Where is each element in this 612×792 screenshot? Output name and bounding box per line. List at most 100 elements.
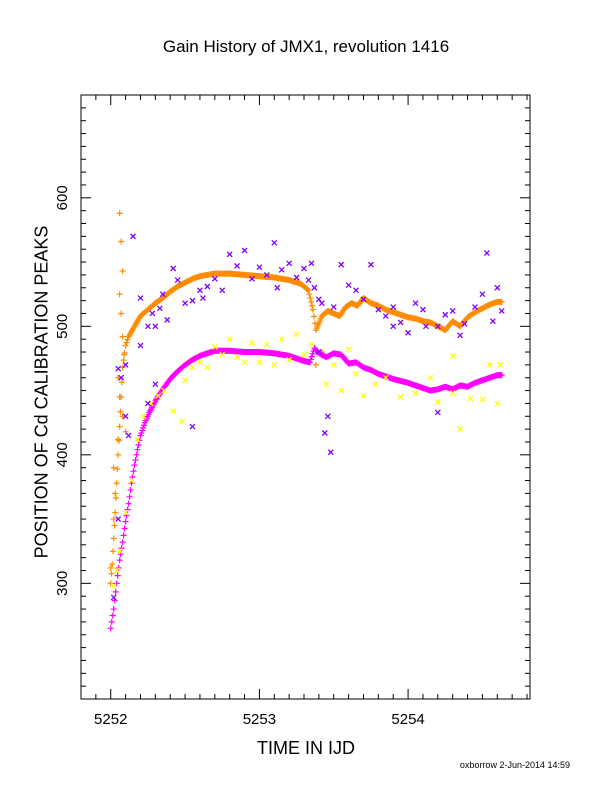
data-point — [144, 400, 151, 407]
data-point — [131, 462, 138, 469]
data-point — [204, 283, 211, 290]
y-tick-label: 500 — [54, 314, 71, 339]
data-point — [293, 331, 300, 337]
data-point — [315, 349, 322, 355]
data-point — [182, 377, 189, 384]
data-point — [311, 284, 318, 291]
data-point — [124, 336, 131, 343]
data-point — [353, 370, 360, 377]
data-point — [115, 436, 122, 443]
data-point — [110, 535, 117, 542]
data-point — [278, 336, 285, 343]
data-point — [427, 374, 434, 381]
data-point — [308, 298, 315, 305]
data-point — [397, 394, 404, 400]
x-tick-label: 5252 — [94, 711, 127, 728]
data-point — [271, 239, 278, 246]
data-point — [311, 320, 318, 327]
x-tick-label: 5254 — [391, 711, 424, 728]
data-point — [249, 275, 255, 282]
data-point — [301, 351, 307, 358]
data-point — [434, 323, 441, 330]
y-tick-label: 600 — [54, 185, 71, 210]
data-point — [345, 346, 352, 353]
data-point — [479, 291, 486, 298]
data-point — [115, 365, 122, 372]
data-point — [286, 356, 293, 363]
data-point — [112, 588, 119, 595]
data-point — [109, 561, 116, 568]
data-point — [114, 572, 121, 579]
data-point — [115, 451, 122, 458]
data-point — [309, 350, 316, 357]
data-point — [133, 451, 140, 458]
data-point — [122, 361, 129, 368]
data-point — [196, 359, 203, 366]
data-point — [211, 275, 218, 282]
data-point — [107, 564, 114, 571]
plot-frame — [80, 94, 531, 700]
data-point — [174, 277, 181, 284]
data-point — [241, 359, 248, 366]
data-point — [124, 506, 131, 513]
data-point — [199, 295, 206, 302]
data-point — [382, 313, 389, 319]
data-point — [196, 287, 203, 294]
data-point — [126, 493, 133, 500]
data-point — [122, 413, 129, 420]
data-point — [309, 306, 316, 313]
data-point — [115, 516, 122, 523]
data-point — [360, 392, 367, 399]
data-point — [119, 333, 126, 340]
data-point — [412, 300, 419, 307]
data-point — [372, 381, 379, 388]
data-point — [135, 441, 142, 448]
data-point — [306, 359, 313, 366]
data-point — [113, 480, 120, 487]
data-point — [338, 387, 345, 394]
data-point — [110, 516, 117, 523]
data-point — [211, 343, 218, 350]
data-point — [123, 339, 130, 346]
data-point — [494, 400, 501, 407]
data-point — [312, 361, 319, 368]
data-point — [122, 342, 129, 349]
data-point — [472, 304, 478, 311]
data-point — [152, 323, 159, 330]
data-point — [121, 351, 128, 358]
data-point — [130, 233, 136, 240]
data-point — [110, 464, 117, 471]
data-point — [422, 323, 429, 330]
data-point — [127, 486, 134, 493]
data-point — [457, 426, 464, 433]
x-tick-label: 5253 — [243, 711, 276, 728]
data-point — [498, 307, 505, 314]
data-point — [375, 306, 382, 313]
data-point — [249, 340, 255, 346]
data-point — [115, 374, 122, 381]
data-point — [449, 352, 456, 359]
data-point — [434, 399, 441, 406]
data-point — [107, 580, 114, 587]
data-point — [125, 432, 132, 439]
data-point — [137, 342, 144, 349]
data-point — [293, 274, 300, 281]
data-point — [310, 313, 317, 320]
data-point — [461, 320, 468, 327]
data-point — [271, 361, 278, 368]
data-point — [125, 500, 132, 507]
data-point — [234, 354, 241, 361]
data-point — [122, 518, 129, 525]
data-marks — [107, 210, 505, 632]
data-point — [219, 287, 226, 294]
data-point — [434, 409, 441, 416]
data-point — [345, 282, 352, 289]
data-point — [155, 392, 162, 399]
data-point — [114, 465, 121, 472]
chart-title: Gain History of JMX1, revolution 1416 — [162, 37, 450, 56]
data-point — [449, 390, 456, 397]
data-point — [152, 381, 159, 388]
data-point — [308, 260, 315, 267]
data-point — [170, 408, 177, 415]
